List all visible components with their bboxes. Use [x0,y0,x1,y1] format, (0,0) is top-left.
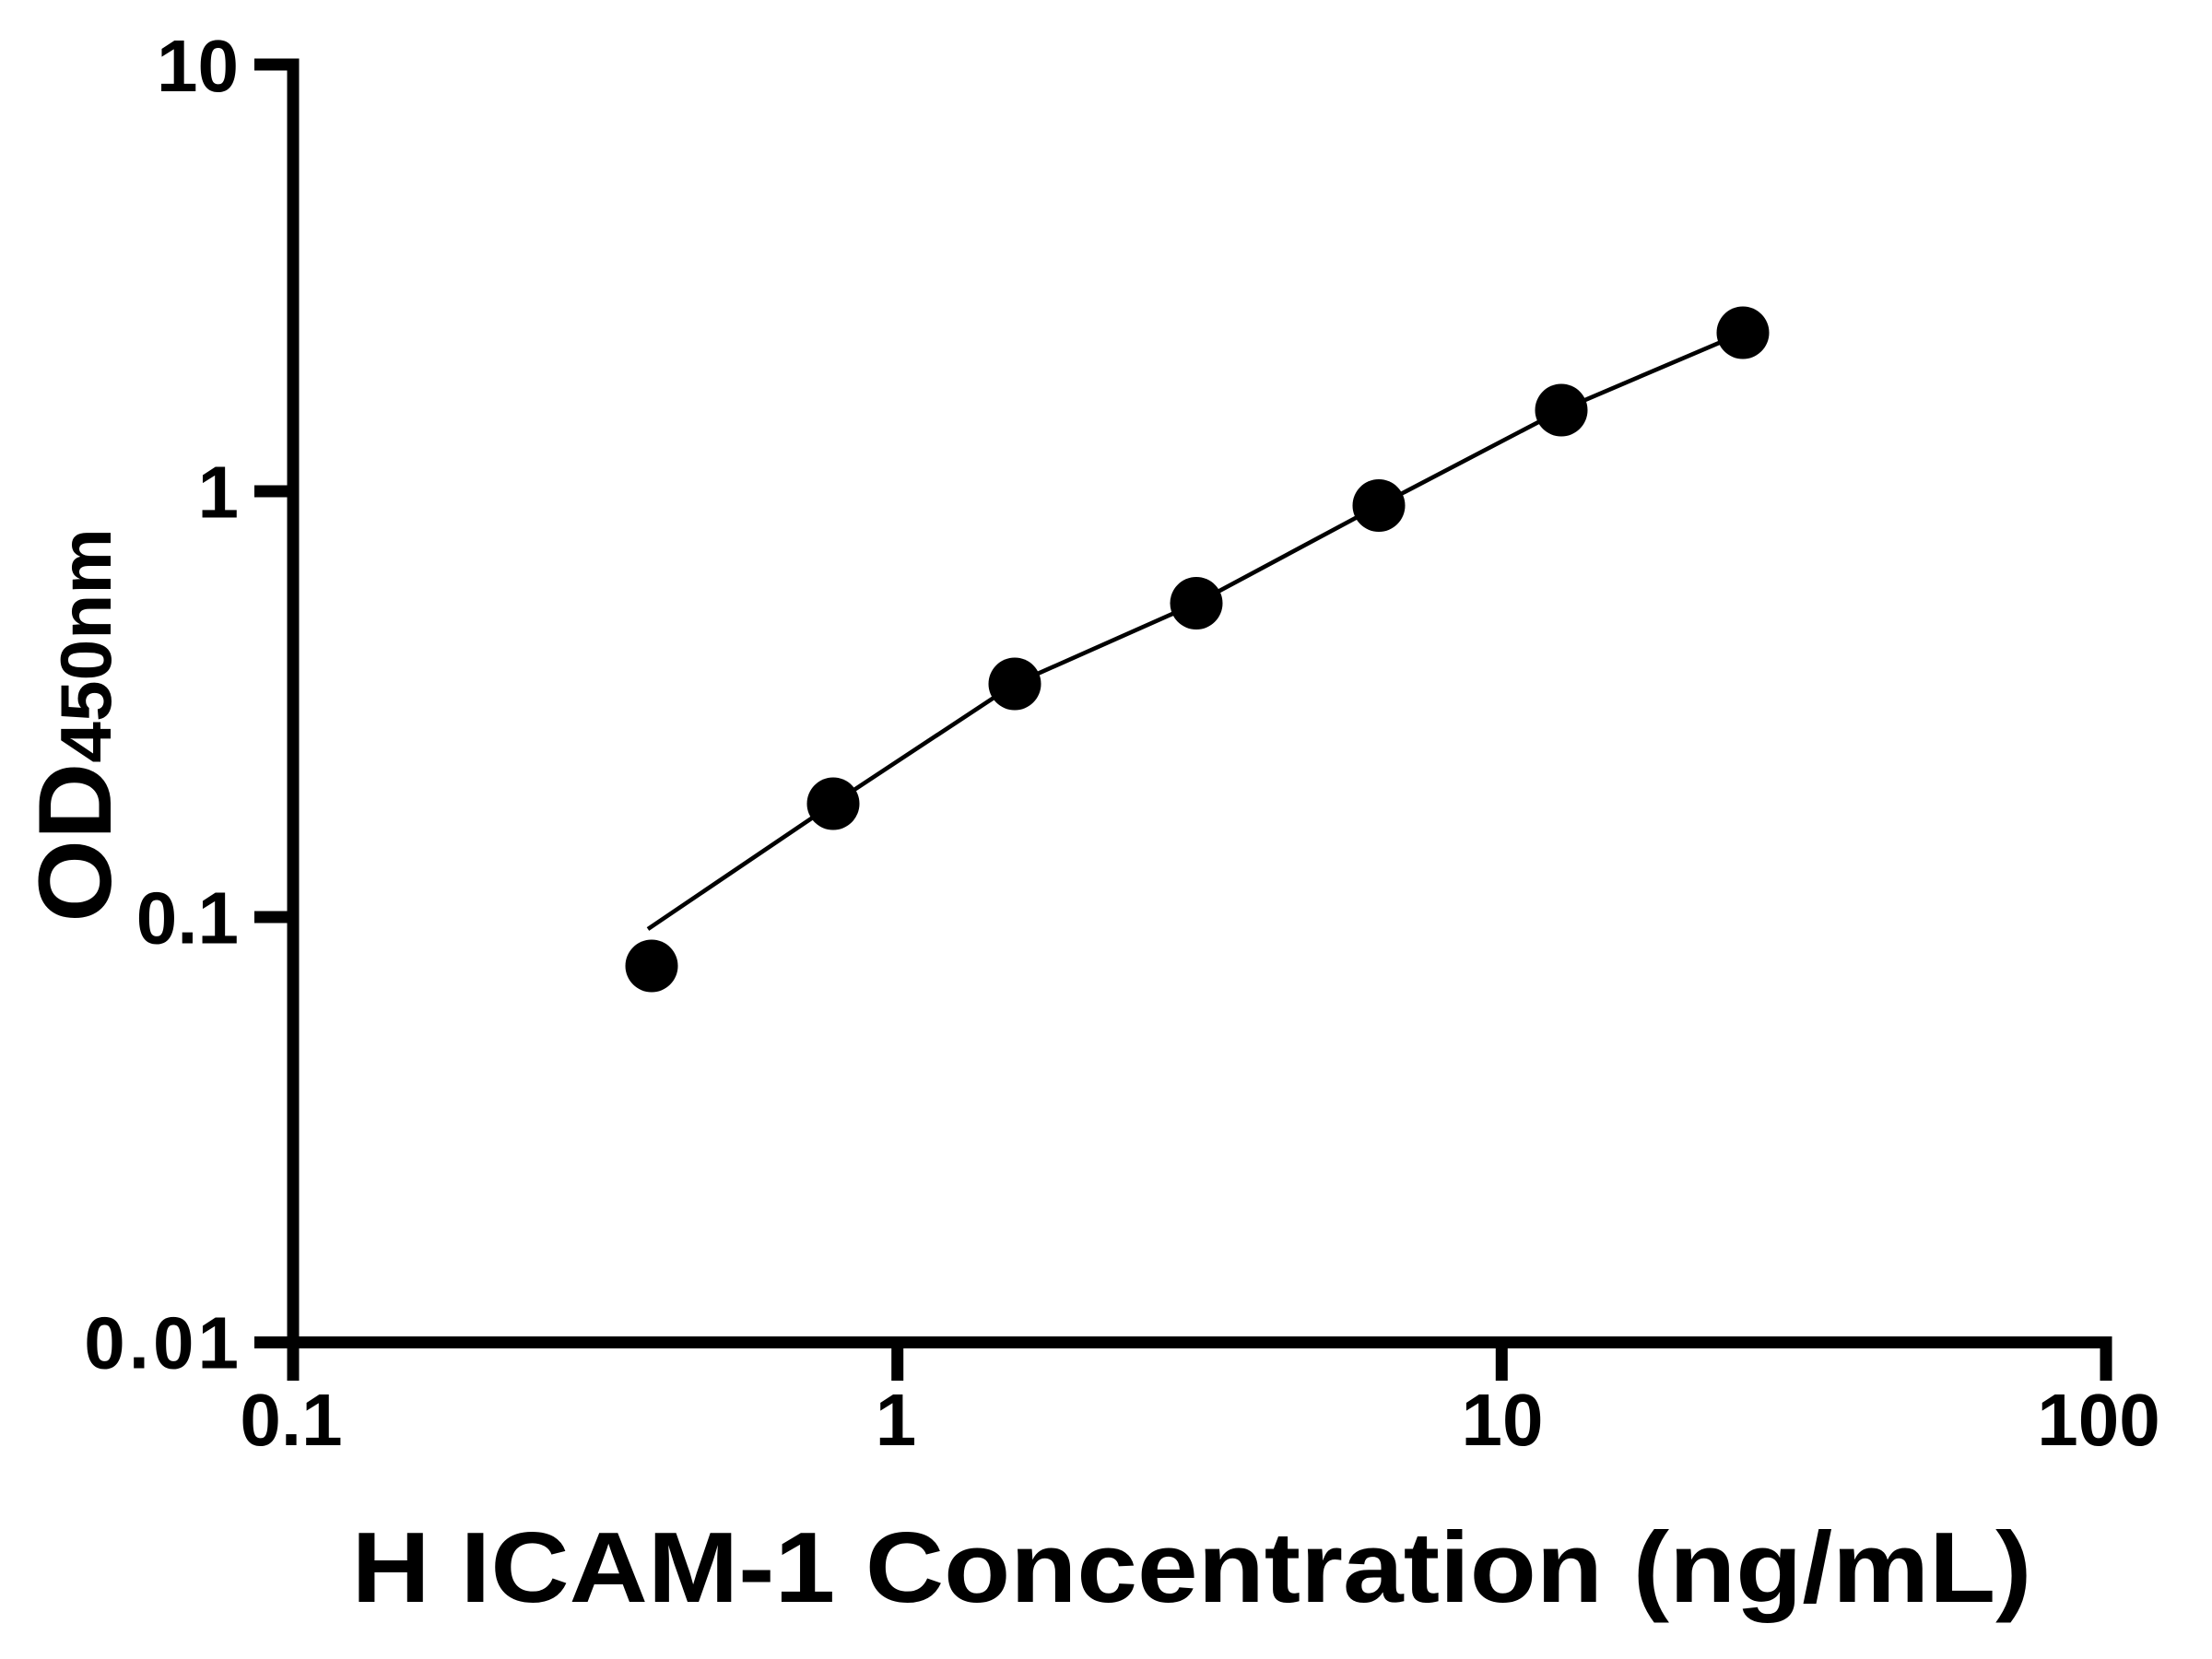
svg-text:0.1: 0.1 [136,877,239,959]
svg-text:1: 1 [198,452,240,534]
svg-text:0.1: 0.1 [240,1379,342,1461]
svg-text:1: 1 [876,1379,917,1461]
svg-text:100: 100 [2037,1379,2159,1461]
svg-text:10: 10 [157,25,239,107]
svg-text:0.01: 0.01 [84,1302,242,1384]
svg-text:10: 10 [1462,1379,1544,1461]
svg-text:H ICAM-1 Concentration (ng/mL): H ICAM-1 Concentration (ng/mL) [352,1512,2032,1624]
